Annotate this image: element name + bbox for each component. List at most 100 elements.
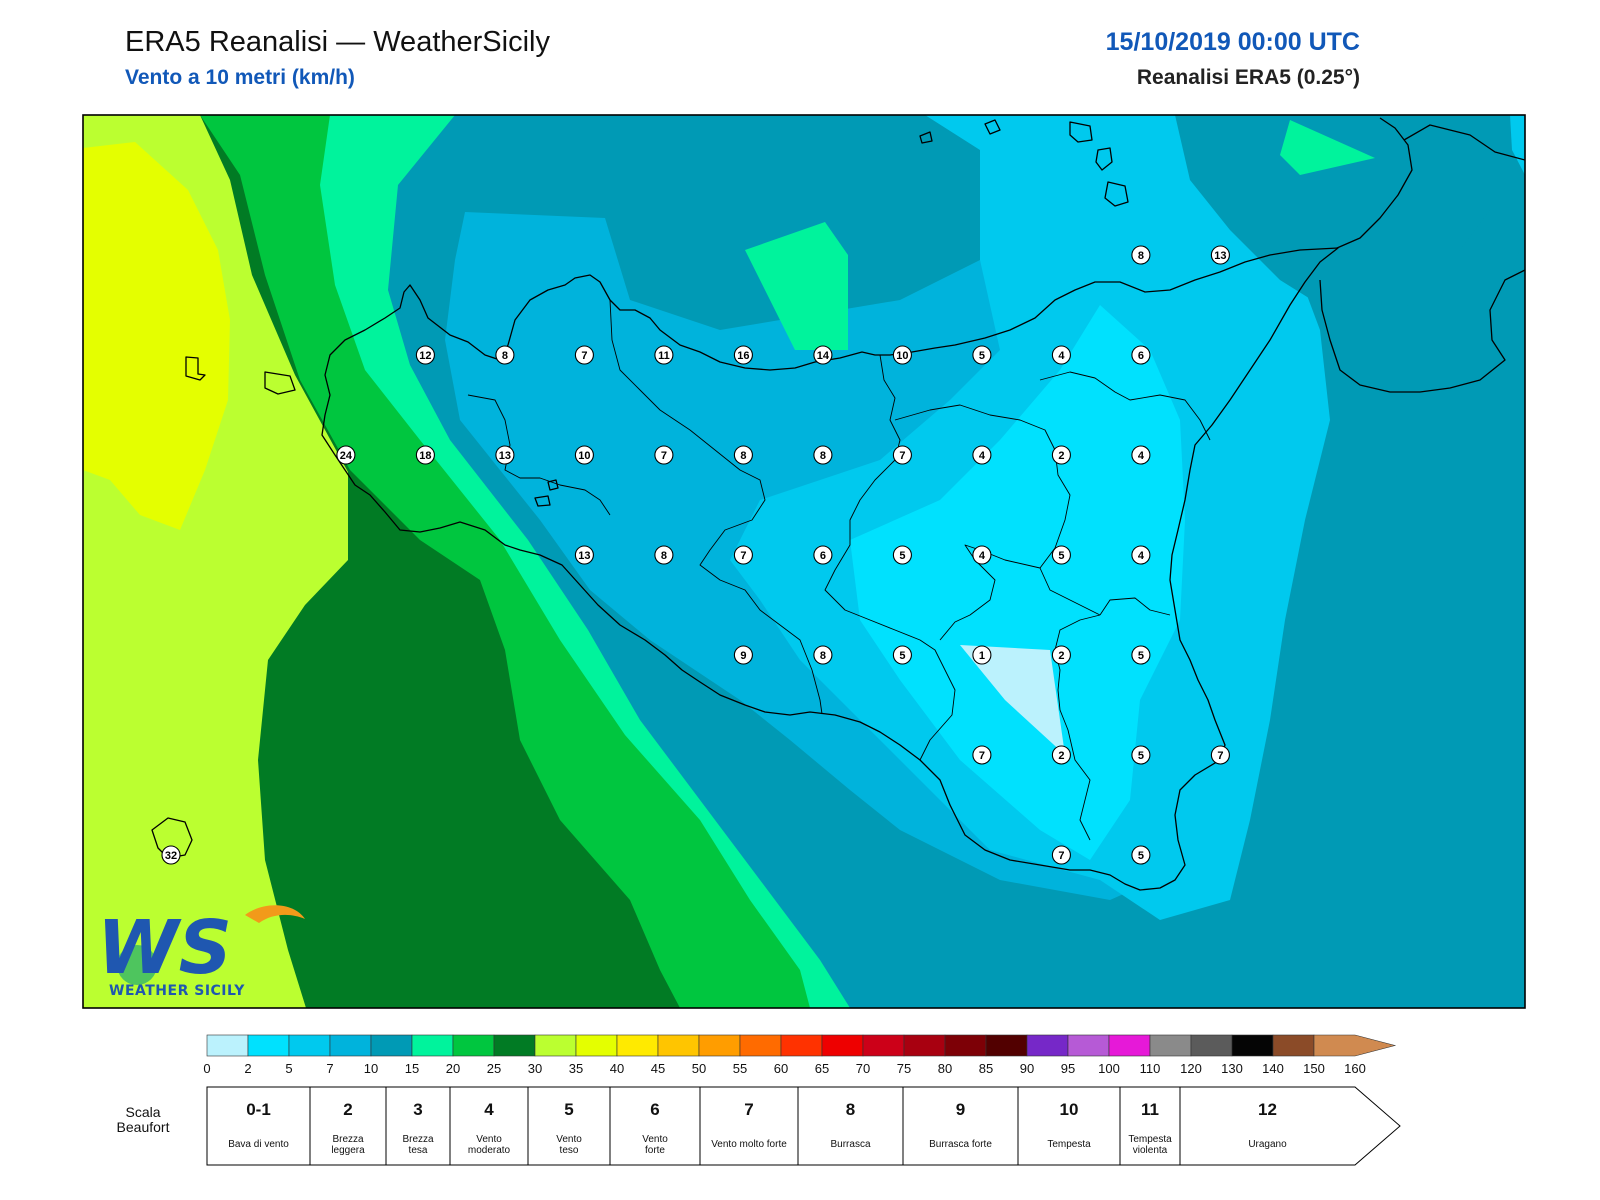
- station-marker: 32: [161, 845, 181, 865]
- station-value: 13: [499, 450, 511, 462]
- beaufort-title-1: Scala: [125, 1104, 160, 1120]
- colorbar-swatch: [944, 1034, 987, 1057]
- station-value: 12: [419, 350, 431, 362]
- station-marker: 8: [1131, 245, 1151, 265]
- beaufort-cell: [385, 1086, 451, 1166]
- colorbar-tick-label: 160: [1344, 1061, 1366, 1076]
- beaufort-description: Burrasca: [830, 1139, 870, 1150]
- beaufort-cell: [527, 1086, 611, 1166]
- colorbar-tick-label: 120: [1180, 1061, 1202, 1076]
- station-value: 5: [1058, 550, 1064, 562]
- station-marker: 16: [733, 345, 753, 365]
- beaufort-cell: [902, 1086, 1019, 1166]
- beaufort-description: Burrasca forte: [929, 1139, 992, 1150]
- station-value: 4: [1058, 350, 1065, 362]
- beaufort-title-2: Beaufort: [117, 1119, 170, 1135]
- station-circle: [336, 445, 356, 465]
- beaufort-level: 0-1 Bava di vento: [206, 1086, 311, 1166]
- station-marker: 9: [733, 645, 753, 665]
- station-marker: 8: [813, 445, 833, 465]
- beaufort-level: 7 Vento molto forte: [699, 1086, 799, 1166]
- station-value: 7: [979, 750, 985, 762]
- colorbar-tick-label: 95: [1061, 1061, 1075, 1076]
- station-marker: 2: [1051, 445, 1071, 465]
- station-circle: [892, 645, 912, 665]
- colorbar-swatch: [1067, 1034, 1110, 1057]
- logo-w: WS: [97, 905, 232, 991]
- station-marker: 5: [892, 645, 912, 665]
- colorbar-swatch: [534, 1034, 577, 1057]
- wind-field: [83, 115, 1525, 1008]
- station-marker: 7: [733, 545, 753, 565]
- beaufort-level: 5 Vento teso: [527, 1086, 611, 1166]
- colorbar-tick-label: 25: [487, 1061, 501, 1076]
- colorbar-tick-label: 55: [733, 1061, 747, 1076]
- station-circle: [1051, 845, 1071, 865]
- station-marker: 4: [972, 445, 992, 465]
- beaufort-level: 12 Uragano: [1179, 1086, 1401, 1166]
- station-value: 8: [820, 650, 826, 662]
- map-date: 15/10/2019 00:00 UTC: [1105, 28, 1360, 56]
- beaufort-description: Uragano: [1248, 1139, 1287, 1150]
- station-marker: 7: [892, 445, 912, 465]
- station-marker: 10: [892, 345, 912, 365]
- beaufort-description: Brezza leggera: [331, 1134, 365, 1156]
- beaufort-level: 2 Brezza leggera: [309, 1086, 387, 1166]
- station-value: 4: [1138, 550, 1145, 562]
- colorbar-tick-label: 2: [244, 1061, 251, 1076]
- colorbar-tick-label: 30: [528, 1061, 542, 1076]
- colorbar-arrow: [1313, 1034, 1397, 1057]
- station-circle: [1131, 845, 1151, 865]
- station-circle: [733, 345, 753, 365]
- colorbar-swatch: [452, 1034, 495, 1057]
- beaufort-level: 11 Tempesta violenta: [1119, 1086, 1181, 1166]
- colorbar-swatch: [903, 1034, 946, 1057]
- station-marker: 13: [495, 445, 515, 465]
- station-circle: [972, 745, 992, 765]
- colorbar-tick-label: 5: [285, 1061, 292, 1076]
- colorbar-swatch: [1231, 1034, 1274, 1057]
- station-circle: [495, 445, 515, 465]
- coastline: [151, 117, 1525, 891]
- beaufort-description: Vento forte: [642, 1134, 668, 1156]
- station-marker: 4: [1131, 445, 1151, 465]
- station-marker: 5: [892, 545, 912, 565]
- station-circle: [1131, 645, 1151, 665]
- beaufort-level: 3 Brezza tesa: [385, 1086, 451, 1166]
- station-value: 5: [1138, 650, 1144, 662]
- station-circle: [972, 545, 992, 565]
- station-circle: [574, 445, 594, 465]
- station-value: 4: [979, 450, 986, 462]
- colorbar-tick-label: 110: [1140, 1061, 1161, 1076]
- station-circle: [1131, 545, 1151, 565]
- beaufort-cell: [699, 1086, 799, 1166]
- logo-name: WEATHER SICILY: [109, 983, 245, 999]
- station-circle: [733, 545, 753, 565]
- colorbar-tick-label: 60: [774, 1061, 788, 1076]
- station-circle: [813, 445, 833, 465]
- station-marker: 18: [415, 445, 435, 465]
- station-circle: [415, 345, 435, 365]
- station-value: 2: [1058, 650, 1064, 662]
- station-value: 8: [502, 350, 508, 362]
- station-marker: 7: [574, 345, 594, 365]
- station-marker: 8: [733, 445, 753, 465]
- station-circle: [1051, 445, 1071, 465]
- station-value: 4: [1138, 450, 1145, 462]
- station-circle: [1131, 445, 1151, 465]
- beaufort-number: 11: [1141, 1100, 1159, 1119]
- colorbar-tick-label: 45: [651, 1061, 665, 1076]
- station-value: 14: [817, 350, 830, 362]
- station-value: 8: [1138, 250, 1144, 262]
- station-marker: 4: [1131, 545, 1151, 565]
- beaufort-number: 9: [956, 1100, 965, 1119]
- beaufort-description: Tempesta: [1047, 1139, 1091, 1150]
- station-marker: 12: [415, 345, 435, 365]
- colorbar-tick-label: 75: [897, 1061, 911, 1076]
- station-circle: [1131, 245, 1151, 265]
- beaufort-description: Vento molto forte: [711, 1139, 787, 1150]
- colorbar-swatch: [739, 1034, 782, 1057]
- station-marker: 10: [574, 445, 594, 465]
- station-value: 10: [896, 350, 908, 362]
- colorbar-tick-label: 10: [364, 1061, 378, 1076]
